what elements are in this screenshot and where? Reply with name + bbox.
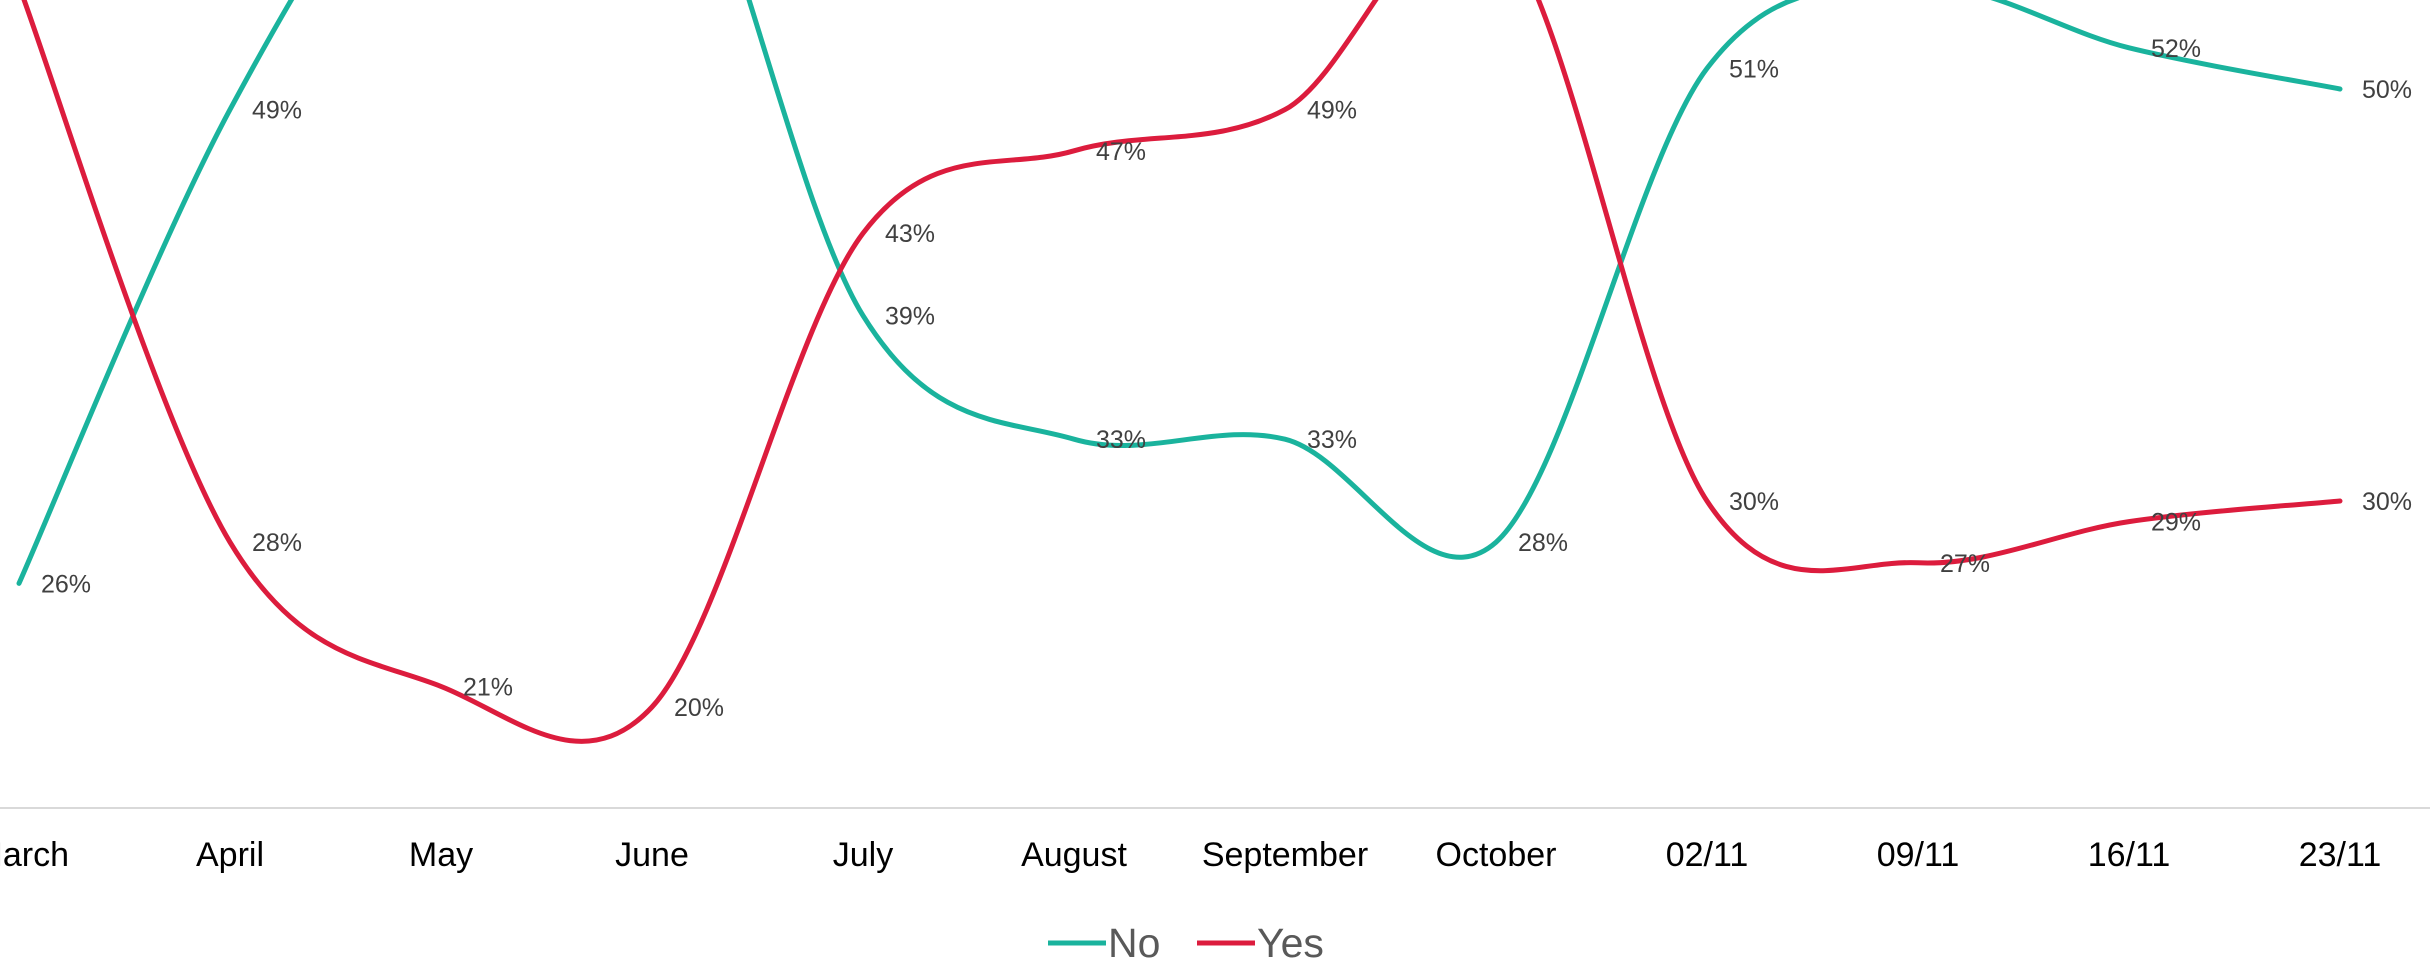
data-label-no-july: 39% bbox=[885, 303, 935, 331]
series-lines bbox=[16, 0, 2343, 744]
data-label-no-23-11: 50% bbox=[2362, 76, 2412, 104]
x-tick-label-may: May bbox=[409, 836, 473, 874]
data-label-yes-august: 47% bbox=[1096, 138, 1146, 166]
x-tick-label-june: June bbox=[615, 836, 689, 874]
data-label-yes-july: 43% bbox=[885, 220, 935, 248]
data-label-yes-september: 49% bbox=[1307, 97, 1357, 125]
data-label-yes-april: 28% bbox=[252, 529, 302, 557]
legend: No Yes bbox=[1048, 920, 1324, 962]
legend-label-no: No bbox=[1108, 920, 1160, 962]
legend-item-yes: Yes bbox=[1197, 920, 1324, 962]
x-tick-label-02-11: 02/11 bbox=[1666, 836, 1749, 874]
data-label-no-09-11: 55% bbox=[1940, 0, 1990, 1]
data-label-yes-16-11: 29% bbox=[2151, 509, 2201, 537]
data-label-no-october: 28% bbox=[1518, 529, 1568, 557]
x-tick-label-16-11: 16/11 bbox=[2088, 836, 2171, 874]
x-tick-label-09-11: 09/11 bbox=[1877, 836, 1960, 874]
data-label-yes-march: 55% bbox=[41, 0, 91, 1]
x-tick-label-october: October bbox=[1436, 836, 1557, 874]
data-label-yes-23-11: 30% bbox=[2362, 488, 2412, 516]
x-tick-label-april: April bbox=[196, 836, 264, 874]
x-tick-label-23-11: 23/11 bbox=[2299, 836, 2382, 874]
legend-item-no: No bbox=[1048, 920, 1160, 962]
data-label-yes-02-11: 30% bbox=[1729, 488, 1779, 516]
data-label-yes-may: 21% bbox=[463, 673, 513, 701]
series-line-no bbox=[16, 0, 2343, 586]
data-label-no-april: 49% bbox=[252, 97, 302, 125]
data-label-no-02-11: 51% bbox=[1729, 55, 1779, 83]
legend-label-yes: Yes bbox=[1257, 920, 1324, 962]
data-label-yes-09-11: 27% bbox=[1940, 550, 1990, 578]
data-label-no-16-11: 52% bbox=[2151, 35, 2201, 63]
x-tick-label-july: July bbox=[833, 836, 893, 874]
data-label-yes-june: 20% bbox=[674, 694, 724, 722]
data-labels: 26%49%64%66%39%33%33%28%51%55%52%50%55%2… bbox=[41, 0, 2412, 722]
x-tick-label-september: September bbox=[1202, 836, 1368, 874]
data-label-no-august: 33% bbox=[1096, 426, 1146, 454]
x-tick-label-august: August bbox=[1021, 836, 1127, 874]
x-tick-label-march: March bbox=[0, 836, 69, 874]
data-label-no-march: 26% bbox=[41, 570, 91, 598]
data-label-no-september: 33% bbox=[1307, 426, 1357, 454]
series-line-yes bbox=[21, 0, 2343, 744]
x-axis-tick-labels: March April May June July August September Octo… bbox=[0, 836, 2381, 874]
